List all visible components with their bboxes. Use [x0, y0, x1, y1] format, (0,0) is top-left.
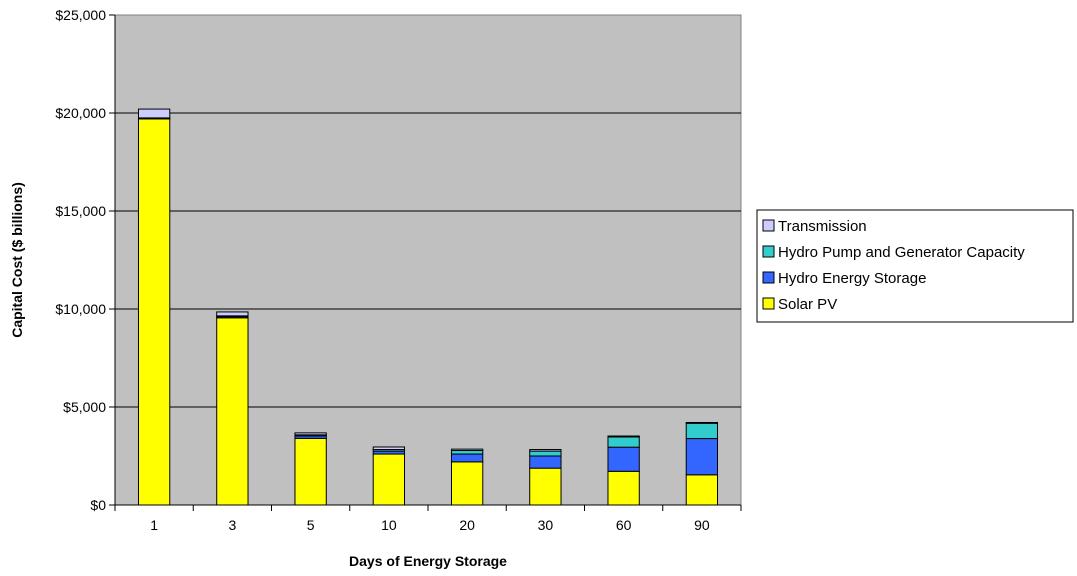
bar-segment	[216, 311, 249, 317]
x-tick-label: 5	[307, 517, 315, 533]
bar-segment	[294, 437, 327, 506]
y-tick-label: $25,000	[55, 7, 106, 23]
y-tick-label: $5,000	[63, 399, 106, 415]
bar-segment	[137, 118, 171, 506]
bar-segment	[216, 317, 249, 506]
bar-segment	[529, 449, 562, 452]
x-tick-label: 20	[459, 517, 475, 533]
x-tick-label: 1	[150, 517, 158, 533]
legend-swatch	[762, 219, 775, 232]
legend-label: Hydro Energy Storage	[778, 270, 926, 287]
legend-swatch	[762, 271, 775, 284]
legend-label: Hydro Pump and Generator Capacity	[778, 244, 1025, 261]
bar-segment	[450, 448, 484, 452]
x-tick-label: 90	[694, 517, 710, 533]
y-tick-label: $15,000	[55, 203, 106, 219]
legend-label: Transmission	[778, 218, 867, 235]
y-tick-label: $10,000	[55, 301, 106, 317]
bars	[137, 108, 719, 506]
x-tick-label: 30	[538, 517, 554, 533]
y-tick-label: $20,000	[55, 105, 106, 121]
y-tick-labels: $0 $5,000 $10,000 $15,000 $20,000 $25,000	[55, 7, 106, 513]
bar-segment	[529, 455, 562, 469]
bar-segment	[685, 422, 719, 440]
bar-segment	[607, 446, 640, 472]
bar-segment	[685, 474, 719, 506]
gridlines	[115, 112, 741, 408]
legend: Transmission Hydro Pump and Generator Cap…	[756, 209, 1074, 323]
bar-segment	[450, 461, 484, 506]
legend-swatch	[762, 297, 775, 310]
y-tick-label: $0	[90, 497, 106, 513]
x-tick-label: 10	[381, 517, 397, 533]
legend-label: Solar PV	[778, 296, 837, 313]
bar-segment	[607, 470, 640, 506]
bar-segment	[685, 421, 719, 424]
bar-segment	[685, 438, 719, 476]
legend-swatch	[762, 245, 775, 258]
bar-segment	[450, 450, 484, 455]
bar-segment	[607, 436, 640, 448]
bar-segment	[529, 450, 562, 457]
x-axis-title: Days of Energy Storage	[349, 553, 507, 569]
bar-segment	[372, 453, 406, 506]
x-tick-label: 3	[228, 517, 236, 533]
axes	[109, 14, 742, 511]
bar-segment	[372, 446, 406, 451]
bar-segment	[294, 432, 327, 436]
x-tick-label: 60	[616, 517, 632, 533]
x-tick-labels: 1 3 5 10 20 30 60 90	[150, 517, 710, 533]
bar-segment	[529, 467, 562, 506]
plot-area	[114, 14, 742, 506]
bar-segment	[607, 435, 640, 438]
legend-box	[756, 209, 1074, 323]
bar-segment	[137, 108, 171, 119]
bar-segment	[450, 453, 484, 463]
y-axis-title: Capital Cost ($ billions)	[9, 182, 25, 338]
